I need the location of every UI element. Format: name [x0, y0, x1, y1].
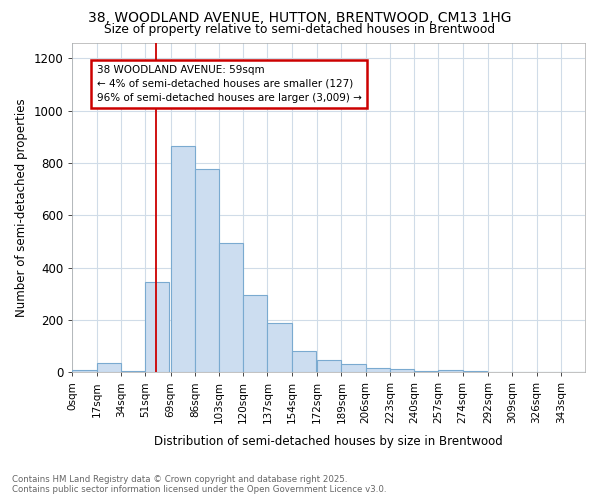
Bar	[219, 242, 243, 372]
Y-axis label: Number of semi-detached properties: Number of semi-detached properties	[15, 98, 28, 316]
Bar	[73, 370, 97, 372]
Bar	[365, 368, 390, 372]
Bar	[439, 370, 463, 372]
Bar	[170, 146, 195, 372]
X-axis label: Distribution of semi-detached houses by size in Brentwood: Distribution of semi-detached houses by …	[154, 434, 503, 448]
Text: 38 WOODLAND AVENUE: 59sqm
← 4% of semi-detached houses are smaller (127)
96% of : 38 WOODLAND AVENUE: 59sqm ← 4% of semi-d…	[97, 64, 361, 102]
Bar	[121, 371, 145, 372]
Bar	[292, 352, 316, 372]
Bar	[145, 282, 169, 372]
Bar	[463, 371, 487, 372]
Bar	[317, 360, 341, 372]
Bar	[390, 369, 414, 372]
Bar	[414, 371, 439, 372]
Text: Contains HM Land Registry data © Crown copyright and database right 2025.
Contai: Contains HM Land Registry data © Crown c…	[12, 474, 386, 494]
Bar	[243, 295, 268, 372]
Bar	[341, 364, 365, 372]
Bar	[97, 363, 121, 372]
Bar	[268, 322, 292, 372]
Bar	[195, 170, 219, 372]
Text: 38, WOODLAND AVENUE, HUTTON, BRENTWOOD, CM13 1HG: 38, WOODLAND AVENUE, HUTTON, BRENTWOOD, …	[88, 11, 512, 25]
Text: Size of property relative to semi-detached houses in Brentwood: Size of property relative to semi-detach…	[104, 22, 496, 36]
